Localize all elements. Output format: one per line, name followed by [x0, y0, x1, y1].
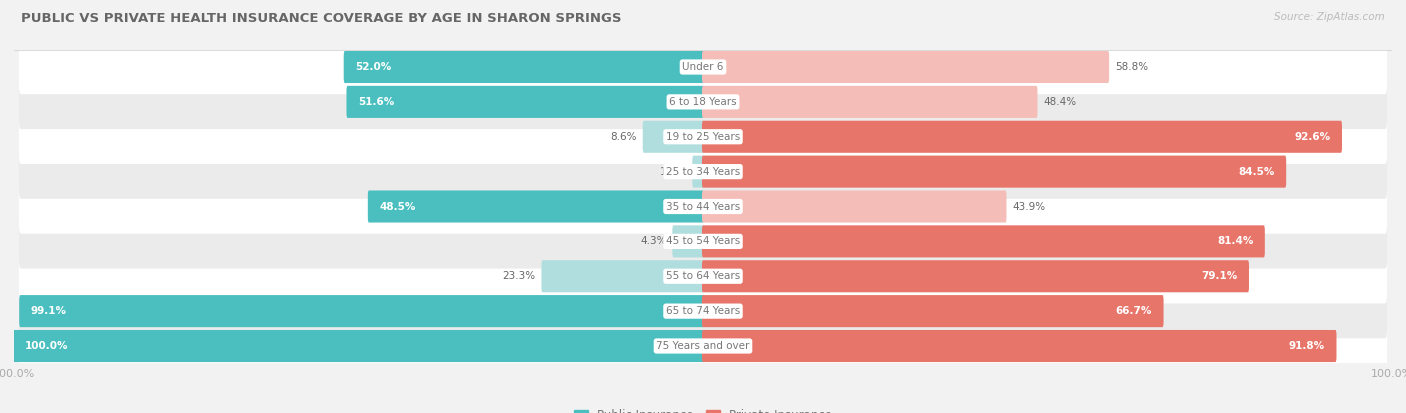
- FancyBboxPatch shape: [702, 51, 1109, 83]
- FancyBboxPatch shape: [702, 225, 1265, 257]
- Text: 48.4%: 48.4%: [1043, 97, 1077, 107]
- FancyBboxPatch shape: [20, 295, 704, 327]
- FancyBboxPatch shape: [18, 179, 1388, 234]
- FancyBboxPatch shape: [18, 40, 1388, 94]
- FancyBboxPatch shape: [346, 86, 704, 118]
- FancyBboxPatch shape: [18, 319, 1388, 373]
- Text: 51.6%: 51.6%: [359, 97, 394, 107]
- FancyBboxPatch shape: [702, 156, 1286, 188]
- Text: 1.4%: 1.4%: [659, 166, 686, 177]
- Text: 48.5%: 48.5%: [380, 202, 416, 211]
- Text: 43.9%: 43.9%: [1012, 202, 1046, 211]
- Text: 58.8%: 58.8%: [1115, 62, 1149, 72]
- FancyBboxPatch shape: [692, 156, 704, 188]
- Text: 8.6%: 8.6%: [610, 132, 637, 142]
- FancyBboxPatch shape: [18, 145, 1388, 199]
- FancyBboxPatch shape: [18, 109, 1388, 164]
- FancyBboxPatch shape: [702, 295, 1164, 327]
- Text: 66.7%: 66.7%: [1116, 306, 1152, 316]
- Text: 99.1%: 99.1%: [31, 306, 66, 316]
- FancyBboxPatch shape: [702, 121, 1341, 153]
- Text: 91.8%: 91.8%: [1289, 341, 1324, 351]
- Text: 92.6%: 92.6%: [1295, 132, 1330, 142]
- Text: 23.3%: 23.3%: [502, 271, 536, 281]
- FancyBboxPatch shape: [702, 190, 1007, 223]
- Text: 81.4%: 81.4%: [1218, 236, 1254, 247]
- FancyBboxPatch shape: [343, 51, 704, 83]
- FancyBboxPatch shape: [18, 249, 1388, 304]
- Text: 100.0%: 100.0%: [24, 341, 67, 351]
- Legend: Public Insurance, Private Insurance: Public Insurance, Private Insurance: [569, 404, 837, 413]
- Text: 75 Years and over: 75 Years and over: [657, 341, 749, 351]
- Text: PUBLIC VS PRIVATE HEALTH INSURANCE COVERAGE BY AGE IN SHARON SPRINGS: PUBLIC VS PRIVATE HEALTH INSURANCE COVER…: [21, 12, 621, 25]
- Text: 6 to 18 Years: 6 to 18 Years: [669, 97, 737, 107]
- Text: 45 to 54 Years: 45 to 54 Years: [666, 236, 740, 247]
- FancyBboxPatch shape: [541, 260, 704, 292]
- FancyBboxPatch shape: [13, 330, 704, 362]
- Text: Source: ZipAtlas.com: Source: ZipAtlas.com: [1274, 12, 1385, 22]
- Text: Under 6: Under 6: [682, 62, 724, 72]
- Text: 25 to 34 Years: 25 to 34 Years: [666, 166, 740, 177]
- FancyBboxPatch shape: [702, 330, 1337, 362]
- Text: 55 to 64 Years: 55 to 64 Years: [666, 271, 740, 281]
- Text: 84.5%: 84.5%: [1239, 166, 1275, 177]
- Text: 35 to 44 Years: 35 to 44 Years: [666, 202, 740, 211]
- Text: 65 to 74 Years: 65 to 74 Years: [666, 306, 740, 316]
- FancyBboxPatch shape: [672, 225, 704, 257]
- FancyBboxPatch shape: [18, 214, 1388, 268]
- FancyBboxPatch shape: [702, 86, 1038, 118]
- Text: 19 to 25 Years: 19 to 25 Years: [666, 132, 740, 142]
- FancyBboxPatch shape: [643, 121, 704, 153]
- FancyBboxPatch shape: [18, 75, 1388, 129]
- FancyBboxPatch shape: [368, 190, 704, 223]
- Text: 52.0%: 52.0%: [356, 62, 391, 72]
- FancyBboxPatch shape: [702, 260, 1249, 292]
- Text: 79.1%: 79.1%: [1201, 271, 1237, 281]
- Text: 4.3%: 4.3%: [640, 236, 666, 247]
- FancyBboxPatch shape: [18, 284, 1388, 338]
